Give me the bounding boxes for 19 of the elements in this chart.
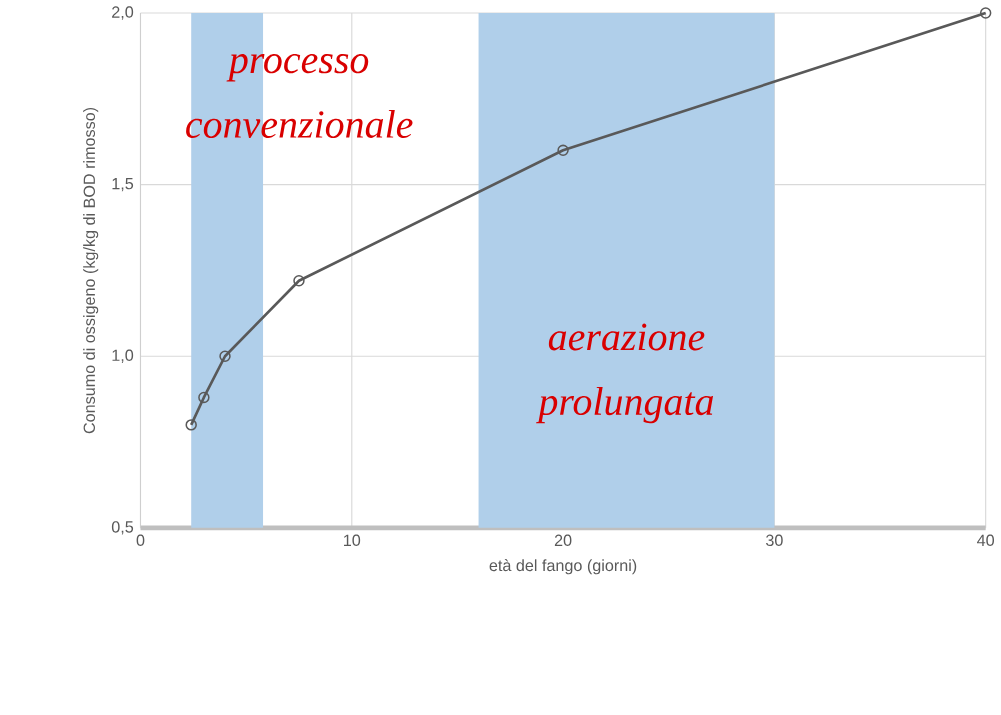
x-tick-label: 20	[554, 534, 572, 546]
band-label: processo convenzionale	[186, 54, 413, 138]
x-axis-title: età del fango (giorni)	[489, 559, 637, 575]
x-tick-label: 30	[766, 534, 783, 546]
x-tick-label: 10	[344, 534, 361, 546]
y-tick-label: 0,5	[111, 521, 134, 535]
band-label: aerazione prolungata	[536, 323, 714, 424]
x-tick-label: 0	[136, 534, 145, 546]
y-tick-label: 2,0	[112, 6, 134, 20]
point	[557, 144, 569, 156]
point	[198, 391, 210, 404]
point	[219, 350, 231, 362]
y-axis-title: Consumo di ossigeno (kg/kg di BOD rimosso)	[83, 107, 99, 434]
point	[979, 7, 992, 19]
y-tick-label: 1,5	[112, 177, 134, 192]
point	[293, 274, 305, 287]
y-tick-label: 1,0	[112, 349, 134, 363]
x-tick-label: 40	[977, 534, 995, 546]
point	[185, 419, 197, 431]
